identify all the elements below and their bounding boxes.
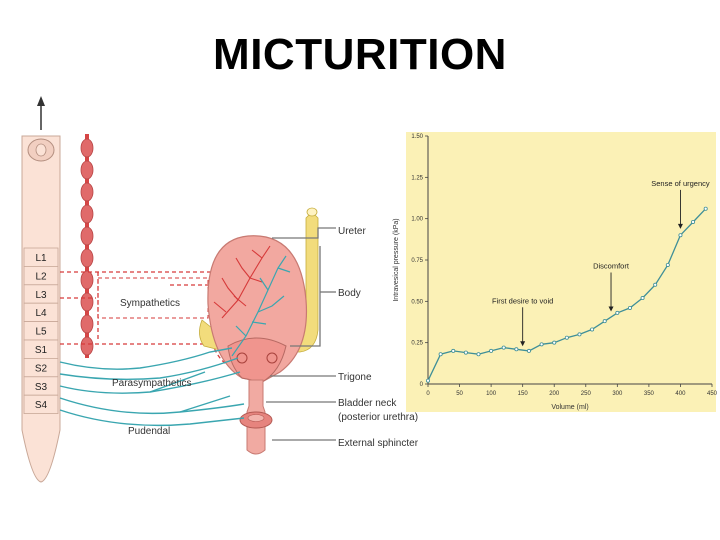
annotation-arrowhead — [520, 341, 526, 347]
label-parasympathetics: Parasympathetics — [112, 378, 191, 389]
ganglion — [80, 270, 94, 290]
data-point — [665, 262, 670, 267]
data-point — [501, 345, 506, 350]
data-point — [463, 350, 468, 355]
data-point — [552, 340, 557, 345]
x-tick-label: 400 — [675, 391, 686, 397]
pudendal-nerves — [59, 395, 245, 427]
data-point — [615, 310, 620, 315]
segment-group: L1 L2 L3 L4 L5 S1 S2 S3 S4 — [23, 247, 59, 415]
parasympathetic-nerves — [59, 347, 241, 394]
y-tick-label: 1.50 — [411, 134, 423, 140]
data-point — [489, 348, 494, 353]
data-point — [640, 296, 645, 301]
label-bladder-neck-sub: (posterior urethra) — [338, 412, 418, 423]
data-point — [451, 348, 456, 353]
y-tick-label: 0.75 — [411, 258, 423, 264]
x-tick-label: 200 — [549, 391, 560, 397]
y-axis-label: Intravesical pressure (kPa) — [393, 218, 400, 301]
x-tick-label: 50 — [456, 391, 463, 397]
spinal-cord: L1 L2 L3 L4 L5 S1 S2 S3 S4 — [21, 96, 61, 483]
data-point — [653, 282, 658, 287]
x-tick-label: 150 — [518, 391, 529, 397]
ganglion — [80, 292, 94, 312]
ganglion — [80, 248, 94, 268]
x-tick-label: 300 — [612, 391, 623, 397]
ganglion — [80, 182, 94, 202]
label-trigone: Trigone — [338, 372, 372, 383]
segment-label-l1: L1 — [35, 253, 47, 264]
x-tick-label: 100 — [486, 391, 497, 397]
data-point — [425, 378, 430, 383]
sympathetic-chain — [80, 134, 94, 358]
slide-title: MICTURITION — [213, 30, 507, 79]
annotation-label: First desire to void — [492, 296, 553, 305]
data-point — [438, 352, 443, 357]
label-ureter: Ureter — [338, 226, 366, 237]
segment-label-l5: L5 — [35, 327, 47, 338]
chart-background — [406, 132, 716, 412]
segment-label-s4: S4 — [35, 400, 48, 411]
segment-label-l2: L2 — [35, 271, 47, 282]
cystometrogram-chart: 0 0.25 0.50 0.75 1.00 1.25 1.50 0 50 100 150 200 25… — [393, 132, 718, 412]
label-external-sphincter: External sphincter — [338, 438, 419, 449]
label-sympathetics: Sympathetics — [120, 298, 180, 309]
x-tick-label: 350 — [644, 391, 655, 397]
data-point — [577, 332, 582, 337]
y-tick-label: 0.50 — [411, 299, 423, 305]
y-tick-label: 0 — [420, 382, 424, 388]
data-point — [691, 219, 696, 224]
data-point — [526, 348, 531, 353]
sympathetic-branches — [213, 245, 271, 319]
segment-label-s3: S3 — [35, 382, 48, 393]
parasympathetic-branches — [231, 255, 291, 357]
ganglion — [80, 160, 94, 180]
x-tick-label: 0 — [426, 391, 430, 397]
ascending-arrowhead — [37, 96, 45, 106]
annotation-label: Sense of urgency — [651, 179, 710, 188]
data-point — [703, 206, 708, 211]
segment-label-s2: S2 — [35, 363, 48, 374]
leader-lines — [266, 227, 336, 441]
ganglion — [80, 314, 94, 334]
y-tick-label: 1.00 — [411, 217, 423, 223]
data-point — [590, 327, 595, 332]
segment-label-l4: L4 — [35, 308, 47, 319]
y-tick-label: 1.25 — [411, 175, 423, 181]
data-point — [627, 305, 632, 310]
label-body: Body — [338, 288, 361, 299]
data-point — [476, 352, 481, 357]
x-tick-label: 450 — [707, 391, 718, 397]
segment-label-s1: S1 — [35, 345, 48, 356]
annotation-arrowhead — [677, 223, 683, 229]
bladder — [199, 207, 319, 455]
ganglion — [80, 226, 94, 246]
data-point — [678, 233, 683, 238]
annotation-label: Discomfort — [593, 262, 630, 271]
annotation-arrowhead — [608, 306, 614, 312]
data-point — [564, 335, 569, 340]
segment-box-s4 — [23, 394, 59, 415]
ganglion — [80, 204, 94, 224]
ganglion — [80, 336, 94, 356]
label-pudendal: Pudendal — [128, 426, 170, 437]
x-tick-label: 250 — [581, 391, 592, 397]
ganglion — [80, 138, 94, 158]
y-tick-label: 0.25 — [411, 341, 423, 347]
segment-label-l3: L3 — [35, 290, 47, 301]
data-point — [514, 347, 519, 352]
trigone-region — [227, 337, 287, 383]
data-point — [602, 319, 607, 324]
label-bladder-neck: Bladder neck — [338, 398, 397, 409]
x-axis-label: Volume (ml) — [551, 404, 588, 411]
data-point — [539, 342, 544, 347]
